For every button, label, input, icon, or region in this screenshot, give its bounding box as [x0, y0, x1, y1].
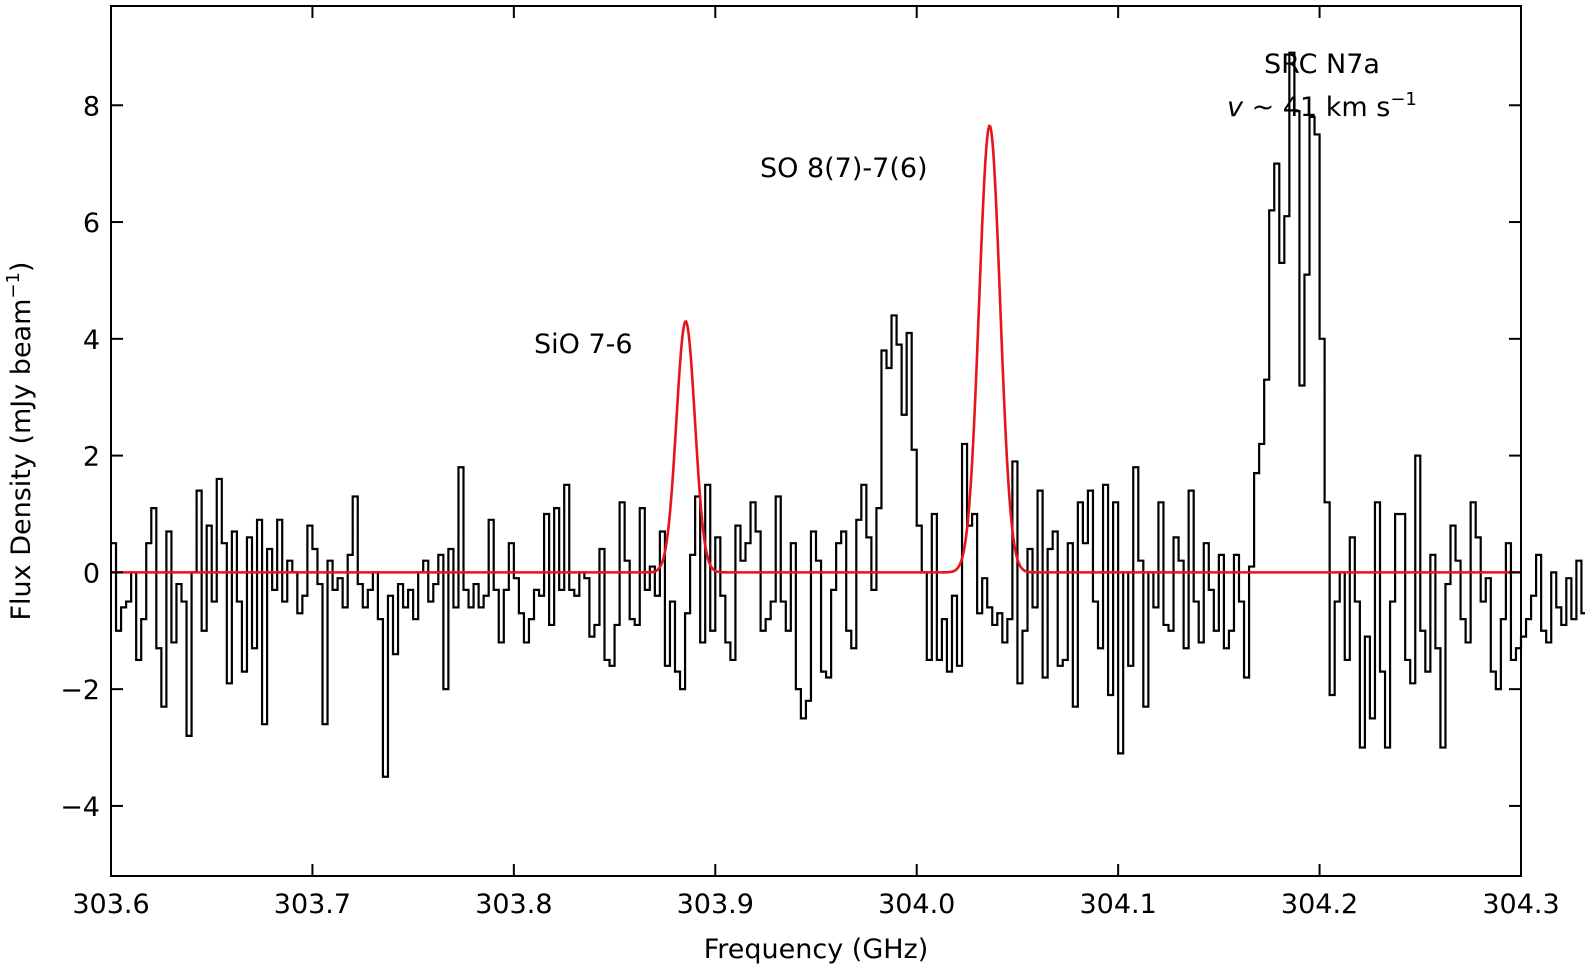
- so-line-label: SO 8(7)-7(6): [760, 153, 928, 184]
- x-tick-label: 304.0: [878, 889, 955, 920]
- y-axis-label-close: ): [6, 262, 37, 273]
- x-tick-label: 303.8: [475, 889, 552, 920]
- x-tick-label: 303.6: [72, 889, 149, 920]
- velocity-annotation: v ~ 41 km s−1: [1227, 89, 1417, 123]
- plot-area: [111, 51, 1585, 778]
- plot-frame: [110, 5, 1522, 877]
- x-tick-label: 303.9: [677, 889, 754, 920]
- y-tick-label: 2: [83, 442, 100, 473]
- x-axis-label: Frequency (GHz): [704, 934, 929, 965]
- sio-line-label: SiO 7-6: [534, 329, 633, 360]
- x-tick-label: 303.7: [274, 889, 351, 920]
- y-tick-label: −2: [60, 675, 100, 706]
- velocity-value: ~ 41 km s: [1243, 92, 1390, 123]
- y-tick-label: 8: [83, 91, 100, 122]
- x-tick-label: 304.3: [1482, 889, 1559, 920]
- x-tick-label: 304.1: [1079, 889, 1156, 920]
- gaussian-fit-series: [111, 124, 1521, 574]
- y-tick-label: −4: [60, 792, 100, 823]
- velocity-exponent: −1: [1390, 89, 1417, 110]
- y-axis-label-exponent: −1: [3, 272, 24, 299]
- source-annotation: SRC N7a: [1264, 49, 1380, 80]
- spectrum-steps-series: [111, 51, 1585, 778]
- y-axis-label: Flux Density (mJy beam−1): [3, 262, 37, 621]
- axis-ticks: 303.6 303.7 303.8 303.9 304.0 304.1 304.2 304.3…: [60, 6, 1560, 920]
- x-tick-label: 304.2: [1281, 889, 1358, 920]
- y-tick-label: 6: [83, 208, 100, 239]
- y-tick-label: 4: [83, 325, 100, 356]
- y-tick-label: 0: [83, 558, 100, 589]
- velocity-symbol: v: [1227, 92, 1244, 123]
- y-axis-label-main: Flux Density (mJy beam: [6, 299, 37, 621]
